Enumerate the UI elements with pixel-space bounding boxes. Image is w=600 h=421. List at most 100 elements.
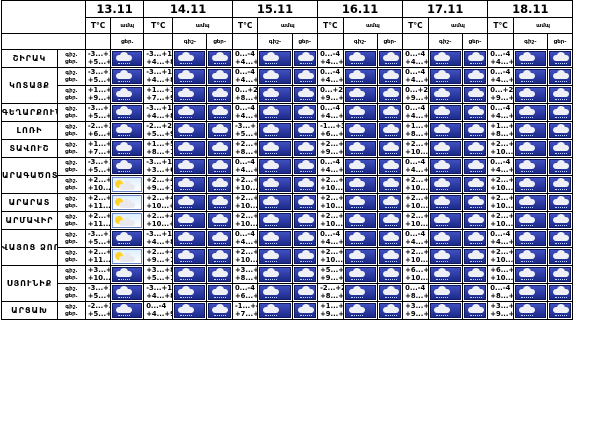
temp-day-15: 0...-4+4...+8 bbox=[231, 103, 259, 122]
icon-day bbox=[546, 283, 574, 302]
icon-day bbox=[376, 85, 404, 104]
cloud-rain-icon bbox=[463, 195, 487, 210]
temp-13-11: -3...+1+5...+9 bbox=[84, 229, 112, 248]
night-temp: +2...+4 bbox=[405, 211, 427, 220]
icon-day bbox=[291, 175, 319, 194]
icon-day bbox=[376, 157, 404, 176]
cloud-rain-icon bbox=[208, 87, 231, 102]
icon-night bbox=[342, 49, 378, 68]
day-temp: +4...+8 bbox=[490, 165, 512, 174]
tc-header: T°C bbox=[317, 17, 344, 34]
night-temp: +2...+4 bbox=[320, 193, 342, 202]
day-temp: +11...+14 bbox=[87, 219, 111, 228]
icon-night bbox=[512, 247, 548, 266]
day-temp: +9...+11 bbox=[146, 255, 172, 264]
icon-day bbox=[461, 175, 489, 194]
night-temp: -3...+1 bbox=[146, 229, 172, 238]
temp-13-11: -3...+1+5...+9 bbox=[84, 49, 112, 68]
date-header: 15.11 bbox=[231, 0, 319, 18]
temp-day-16: -1...+3+6...+11 bbox=[317, 121, 344, 140]
icon-night bbox=[257, 49, 293, 68]
cloud-rain-icon bbox=[463, 87, 487, 102]
temp-day-15: 0...-4+4...+8 bbox=[231, 229, 259, 248]
day-temp: +4...+9 bbox=[146, 309, 173, 318]
cloud-rain-icon bbox=[548, 87, 572, 102]
night-temp: -3...+1 bbox=[146, 157, 172, 166]
cloud-rain-icon bbox=[429, 105, 461, 120]
cloud-rain-icon bbox=[429, 69, 461, 84]
date-header: 18.11 bbox=[487, 0, 574, 18]
partly-sunny-icon bbox=[112, 249, 143, 264]
icon-day bbox=[546, 175, 574, 194]
forecast-table: 13.11 14.11 15.11 16.11 17.11 18.11 T°C ամպ T°C ա… bbox=[1, 0, 599, 320]
cloud-rain-icon bbox=[259, 87, 291, 102]
day-temp: +4...+8 bbox=[490, 237, 512, 246]
cloud-rain-icon bbox=[293, 195, 317, 210]
cloud-rain-icon bbox=[463, 285, 487, 300]
temp-day-16: -2...+2+8...+12 bbox=[317, 283, 344, 302]
cloud-rain-icon bbox=[344, 141, 376, 156]
day-temp: +10...+15 bbox=[490, 273, 514, 282]
night-temp: +2...+4 bbox=[405, 193, 427, 202]
icon-night bbox=[257, 265, 293, 284]
icon-night bbox=[427, 49, 463, 68]
temp-day-17: 0...-4+8...+12 bbox=[402, 283, 429, 302]
cloud-rain-icon bbox=[344, 231, 376, 246]
day-temp: +9...+14 bbox=[490, 309, 512, 318]
temp-day-16: 0...+2+9...+11 bbox=[317, 85, 344, 104]
night-temp: +2...+4 bbox=[234, 211, 257, 220]
cloud-rain-icon bbox=[548, 213, 572, 228]
cloud-rain-icon bbox=[112, 303, 143, 318]
temp-day-14: +2...+4+10...+12 bbox=[143, 193, 174, 212]
day-temp: +5...+10 bbox=[146, 273, 172, 282]
icon-day bbox=[206, 175, 233, 194]
cloud-rain-icon bbox=[429, 285, 461, 300]
night-temp: 0...-4 bbox=[490, 49, 511, 58]
day-temp: +8...+12 bbox=[405, 291, 427, 300]
cloud-rain-icon bbox=[208, 69, 231, 84]
night-temp: -3...+1 bbox=[146, 283, 172, 292]
day-temp: +11...+14 bbox=[87, 255, 111, 264]
icon-night bbox=[342, 157, 378, 176]
cloud-rain-icon bbox=[174, 231, 206, 246]
icon-13-11 bbox=[110, 157, 145, 176]
cloud-rain-icon bbox=[378, 159, 402, 174]
cloud-header: ամպ bbox=[342, 17, 404, 34]
icon-night bbox=[427, 211, 463, 230]
cloud-rain-icon bbox=[259, 141, 291, 156]
temp-day-14: 0...-4 +4...+9 bbox=[143, 301, 174, 320]
cloud-rain-icon bbox=[259, 69, 291, 84]
day-temp: +8...+12 bbox=[320, 291, 342, 300]
day-temp: +7...+9 bbox=[146, 93, 173, 102]
cloud-rain-icon bbox=[548, 177, 572, 192]
cloud-rain-icon bbox=[378, 231, 402, 246]
region-name: ԱՐԱԳԱԾՈՏՆ bbox=[1, 157, 58, 194]
day-temp: +4...+8 bbox=[234, 75, 257, 84]
temp-day-18: 0...-4+4...+8 bbox=[487, 103, 514, 122]
icon-day bbox=[206, 85, 233, 104]
icon-day bbox=[206, 139, 233, 158]
cloud-rain-icon bbox=[112, 123, 143, 138]
temp-day-14: -3...+1 +4...+8 bbox=[143, 67, 174, 86]
icon-day bbox=[206, 247, 233, 266]
cloud-rain-icon bbox=[174, 177, 206, 192]
icon-night bbox=[427, 157, 463, 176]
day-temp: +8...+12 bbox=[234, 147, 257, 156]
cloud-rain-icon bbox=[514, 51, 546, 66]
temp-day-15: 0...+2+8...+10 bbox=[231, 85, 259, 104]
temp-day-18: 0...-4+4...+8 bbox=[487, 229, 514, 248]
icon-night bbox=[342, 283, 378, 302]
icon-day bbox=[546, 157, 574, 176]
temp-day-18: +6...+10+10...+15 bbox=[487, 265, 514, 284]
cloud-rain-icon bbox=[514, 123, 546, 138]
cloud-rain-icon bbox=[208, 159, 231, 174]
night-temp: +2...+6 bbox=[320, 139, 342, 148]
night-temp: +2...+6 bbox=[490, 139, 512, 148]
cloud-rain-icon bbox=[378, 267, 402, 282]
icon-night bbox=[512, 283, 548, 302]
temp-13-11: +2...+4+10...+13 bbox=[84, 175, 112, 194]
night-temp: +2...+4 bbox=[87, 193, 110, 202]
temp-13-11: -2...+2+5...+10 bbox=[84, 301, 112, 320]
day-temp: +10...+13 bbox=[87, 273, 111, 282]
icon-night bbox=[257, 103, 293, 122]
